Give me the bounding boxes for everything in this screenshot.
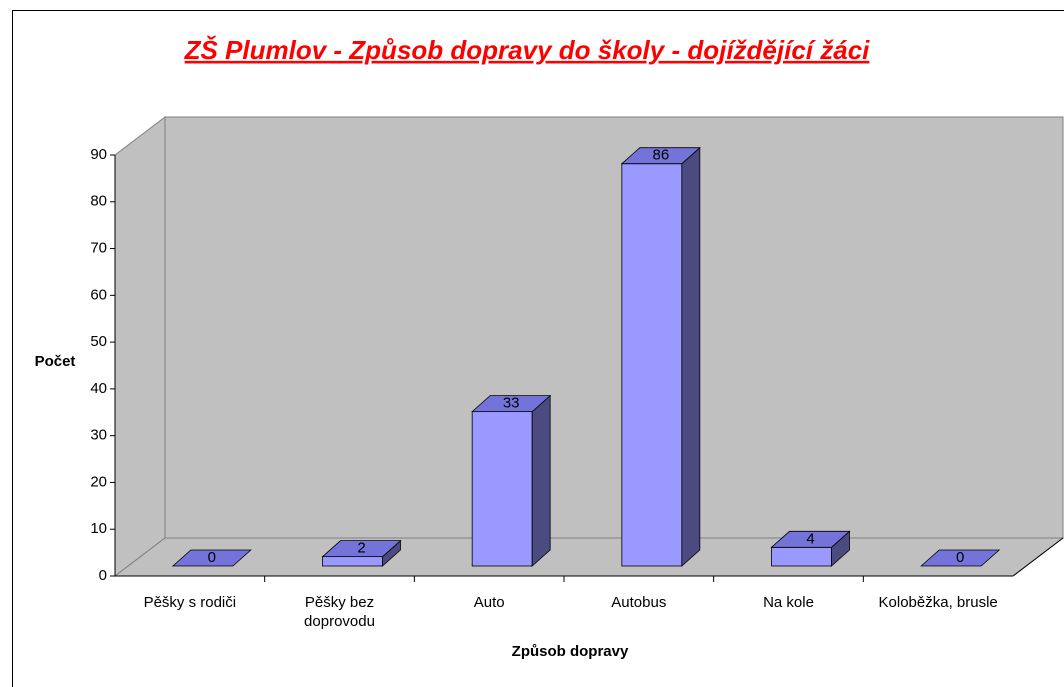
x-tick-label: Pěšky s rodiči: [143, 594, 237, 611]
y-tick-label: 50: [90, 333, 107, 350]
value-label: 33: [503, 395, 520, 412]
y-tick-label: 10: [90, 520, 107, 537]
y-tick-label: 90: [90, 146, 107, 163]
x-tick-label: Pěšky bez doprovodu: [304, 594, 375, 630]
value-label: 0: [208, 549, 216, 566]
bar-front: [471, 411, 533, 567]
value-label: 86: [652, 147, 669, 164]
floor: [113, 537, 1064, 577]
y-axis-title: Počet: [35, 353, 76, 370]
chart-title: ZŠ Plumlov - Způsob dopravy do školy - d…: [184, 35, 871, 65]
x-tick-label: Na kole: [763, 594, 814, 611]
bar-top: [171, 549, 252, 567]
x-tick-label: Auto: [473, 594, 505, 611]
y-tick-label: 80: [90, 193, 107, 210]
x-axis-depth: [1012, 537, 1064, 577]
bar-front: [771, 546, 832, 567]
back-wall: [164, 116, 1064, 539]
x-tick-label: Koloběžka, brusle: [878, 594, 998, 611]
bar-top: [620, 147, 701, 165]
value-label: 4: [806, 530, 814, 547]
value-label: 2: [357, 540, 365, 557]
bar-side: [531, 394, 551, 567]
x-tick-label: Autobus: [611, 594, 667, 611]
y-tick-label: 20: [90, 473, 107, 490]
bar-front: [621, 163, 683, 567]
bar-side: [681, 146, 701, 567]
y-tick-label: 40: [90, 380, 107, 397]
value-label: 0: [956, 549, 964, 566]
bar-top: [321, 540, 402, 558]
bar-top: [471, 395, 552, 413]
bar-top: [920, 549, 1001, 567]
y-tick-label: 30: [90, 427, 107, 444]
y-tick-label: 70: [90, 240, 107, 257]
bar-top: [770, 530, 851, 548]
bar-front: [322, 556, 383, 567]
y-tick-label: 60: [90, 286, 107, 303]
x-axis-title: Způsob dopravy: [512, 643, 629, 660]
side-wall: [114, 115, 166, 578]
y-tick-label: 0: [99, 567, 107, 584]
